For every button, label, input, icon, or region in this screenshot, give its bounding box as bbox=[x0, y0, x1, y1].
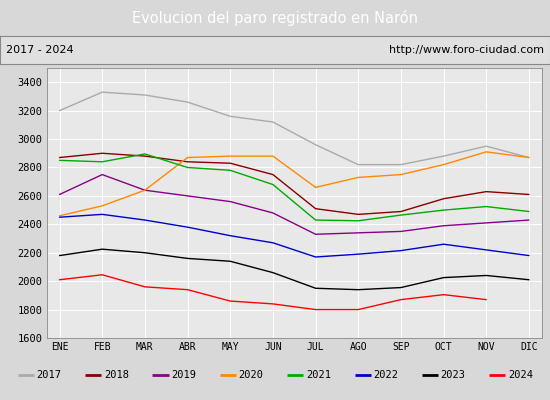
Text: 2020: 2020 bbox=[239, 370, 263, 380]
Text: 2018: 2018 bbox=[104, 370, 129, 380]
Text: 2023: 2023 bbox=[441, 370, 466, 380]
Text: 2021: 2021 bbox=[306, 370, 331, 380]
Text: 2017 - 2024: 2017 - 2024 bbox=[6, 45, 73, 55]
Text: 2024: 2024 bbox=[508, 370, 533, 380]
Text: http://www.foro-ciudad.com: http://www.foro-ciudad.com bbox=[389, 45, 544, 55]
Text: 2022: 2022 bbox=[373, 370, 398, 380]
Text: 2017: 2017 bbox=[36, 370, 62, 380]
Text: 2019: 2019 bbox=[171, 370, 196, 380]
Text: Evolucion del paro registrado en Narón: Evolucion del paro registrado en Narón bbox=[132, 10, 418, 26]
